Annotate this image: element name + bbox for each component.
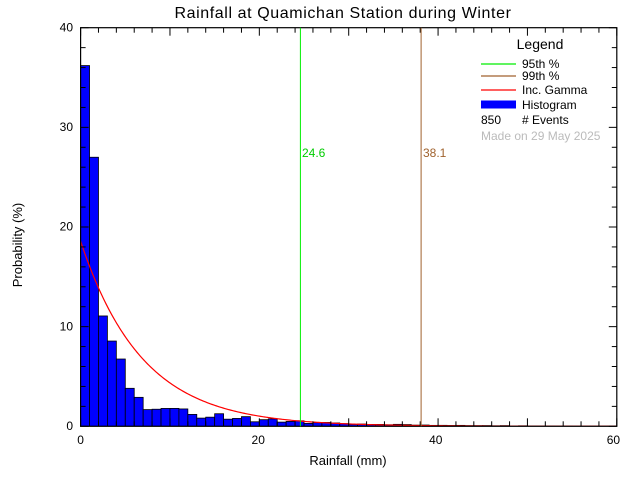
svg-text:38.1: 38.1	[423, 146, 447, 160]
svg-text:Made on 29 May 2025: Made on 29 May 2025	[481, 129, 601, 143]
svg-text:850: 850	[481, 113, 501, 127]
svg-text:Probability (%): Probability (%)	[10, 203, 25, 288]
svg-text:30: 30	[60, 120, 74, 134]
svg-text:Histogram: Histogram	[522, 98, 577, 112]
svg-text:40: 40	[60, 20, 74, 34]
svg-text:# Events: # Events	[522, 113, 569, 127]
svg-text:Rainfall at Quamichan Station: Rainfall at Quamichan Station during Win…	[174, 5, 511, 22]
svg-text:24.6: 24.6	[302, 146, 326, 160]
svg-text:99th %: 99th %	[522, 69, 560, 83]
svg-text:Rainfall (mm): Rainfall (mm)	[309, 453, 386, 468]
svg-text:10: 10	[60, 319, 74, 333]
svg-text:Legend: Legend	[517, 36, 564, 52]
svg-text:60: 60	[607, 433, 621, 447]
svg-text:Inc. Gamma: Inc. Gamma	[522, 83, 588, 97]
svg-text:20: 20	[60, 220, 74, 234]
svg-text:0: 0	[77, 433, 84, 447]
svg-text:0: 0	[66, 419, 73, 433]
svg-text:40: 40	[429, 433, 443, 447]
svg-text:20: 20	[252, 433, 266, 447]
